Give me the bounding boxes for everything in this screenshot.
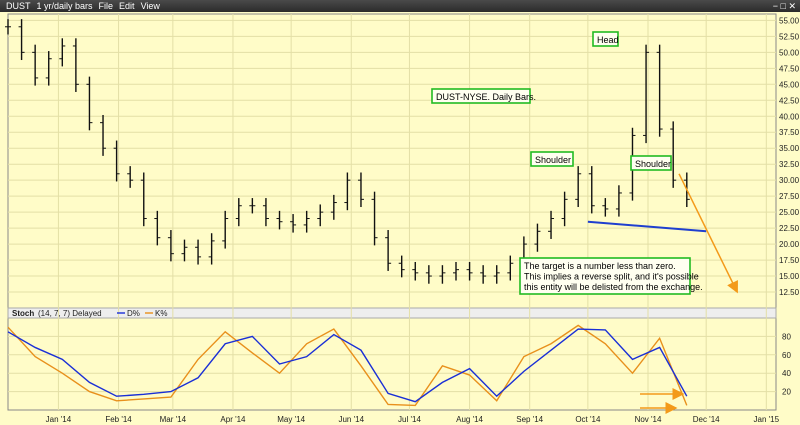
price-tick-label: 45.00 — [779, 80, 800, 89]
price-tick-label: 42.50 — [779, 96, 800, 105]
left-shoulder-annotation-frame — [530, 151, 574, 167]
menu-edit[interactable]: Edit — [119, 1, 135, 11]
x-tick-label: Jun '14 — [338, 415, 364, 424]
target-note-annotation-frame — [519, 257, 691, 295]
price-tick-label: 25.00 — [779, 208, 800, 217]
left-shoulder-annotation: Shoulder — [530, 151, 574, 167]
price-tick-label: 50.00 — [779, 48, 800, 57]
target-note-annotation-text: this entity will be delisted from the ex… — [524, 282, 703, 292]
right-shoulder-annotation: Shoulder — [630, 155, 672, 171]
x-tick-label: Feb '14 — [105, 415, 132, 424]
price-tick-label: 55.00 — [779, 16, 800, 25]
window-controls[interactable]: − □ ✕ — [772, 1, 796, 11]
x-tick-label: Sep '14 — [516, 415, 543, 424]
price-tick-label: 30.00 — [779, 176, 800, 185]
stoch-params: (14, 7, 7) Delayed — [38, 309, 102, 318]
price-tick-label: 35.00 — [779, 144, 800, 153]
price-tick-label: 32.50 — [779, 160, 800, 169]
x-tick-label: Jul '14 — [398, 415, 421, 424]
stoch-d-line — [7, 328, 688, 403]
legend-d-label: D% — [127, 309, 140, 318]
price-tick-label: 15.00 — [779, 272, 800, 281]
title-annotation-frame — [431, 88, 531, 104]
stoch-tick-label: 80 — [782, 332, 791, 341]
title-annotation-text: DUST-NYSE. Daily Bars. — [436, 92, 536, 102]
price-tick-label: 20.00 — [779, 240, 800, 249]
head-annotation-frame — [592, 31, 619, 47]
stoch-tick-label: 60 — [782, 351, 791, 360]
price-tick-label: 17.50 — [779, 256, 800, 265]
chart-toolbar: DUST 1 yr/daily bars File Edit View − □ … — [0, 0, 800, 12]
stoch-tick-label: 40 — [782, 369, 791, 378]
x-tick-label: Nov '14 — [635, 415, 662, 424]
price-tick-label: 27.50 — [779, 192, 800, 201]
x-tick-label: Jan '14 — [46, 415, 72, 424]
target-projection-arrow — [678, 173, 738, 294]
price-tick-label: 52.50 — [779, 32, 800, 41]
price-tick-label: 47.50 — [779, 64, 800, 73]
left-shoulder-annotation-text: Shoulder — [535, 155, 571, 165]
x-tick-label: Apr '14 — [220, 415, 246, 424]
target-note-annotation: The target is a number less than zero.Th… — [519, 257, 703, 295]
x-tick-label: Jan '15 — [754, 415, 780, 424]
head-annotation-text: Head — [597, 35, 619, 45]
price-tick-label: 12.50 — [779, 288, 800, 297]
symbol-selector[interactable]: DUST — [6, 1, 31, 11]
head-annotation: Head — [592, 31, 619, 47]
target-note-annotation-text: The target is a number less than zero. — [524, 261, 676, 271]
neckline-support-line — [587, 220, 707, 233]
x-tick-label: Oct '14 — [575, 415, 601, 424]
price-tick-label: 40.00 — [779, 112, 800, 121]
x-tick-label: Mar '14 — [160, 415, 187, 424]
right-shoulder-annotation-text: Shoulder — [635, 159, 671, 169]
price-tick-label: 22.50 — [779, 224, 800, 233]
x-tick-label: May '14 — [277, 415, 305, 424]
target-note-annotation-text: This implies a reverse split, and it's p… — [524, 272, 699, 282]
right-shoulder-annotation-frame — [630, 155, 672, 171]
stoch-k-line — [7, 324, 688, 407]
menu-file[interactable]: File — [98, 1, 114, 11]
menu-view[interactable]: View — [140, 1, 160, 11]
period-selector[interactable]: 1 yr/daily bars — [36, 1, 93, 11]
stoch-header-bar — [7, 307, 777, 319]
title-annotation: DUST-NYSE. Daily Bars. — [431, 88, 536, 104]
x-tick-label: Dec '14 — [693, 415, 720, 424]
price-tick-label: 37.50 — [779, 128, 800, 137]
stoch-tick-label: 20 — [782, 388, 791, 397]
legend-k-label: K% — [155, 309, 167, 318]
stoch-title: Stoch — [12, 309, 34, 318]
x-tick-label: Aug '14 — [456, 415, 483, 424]
